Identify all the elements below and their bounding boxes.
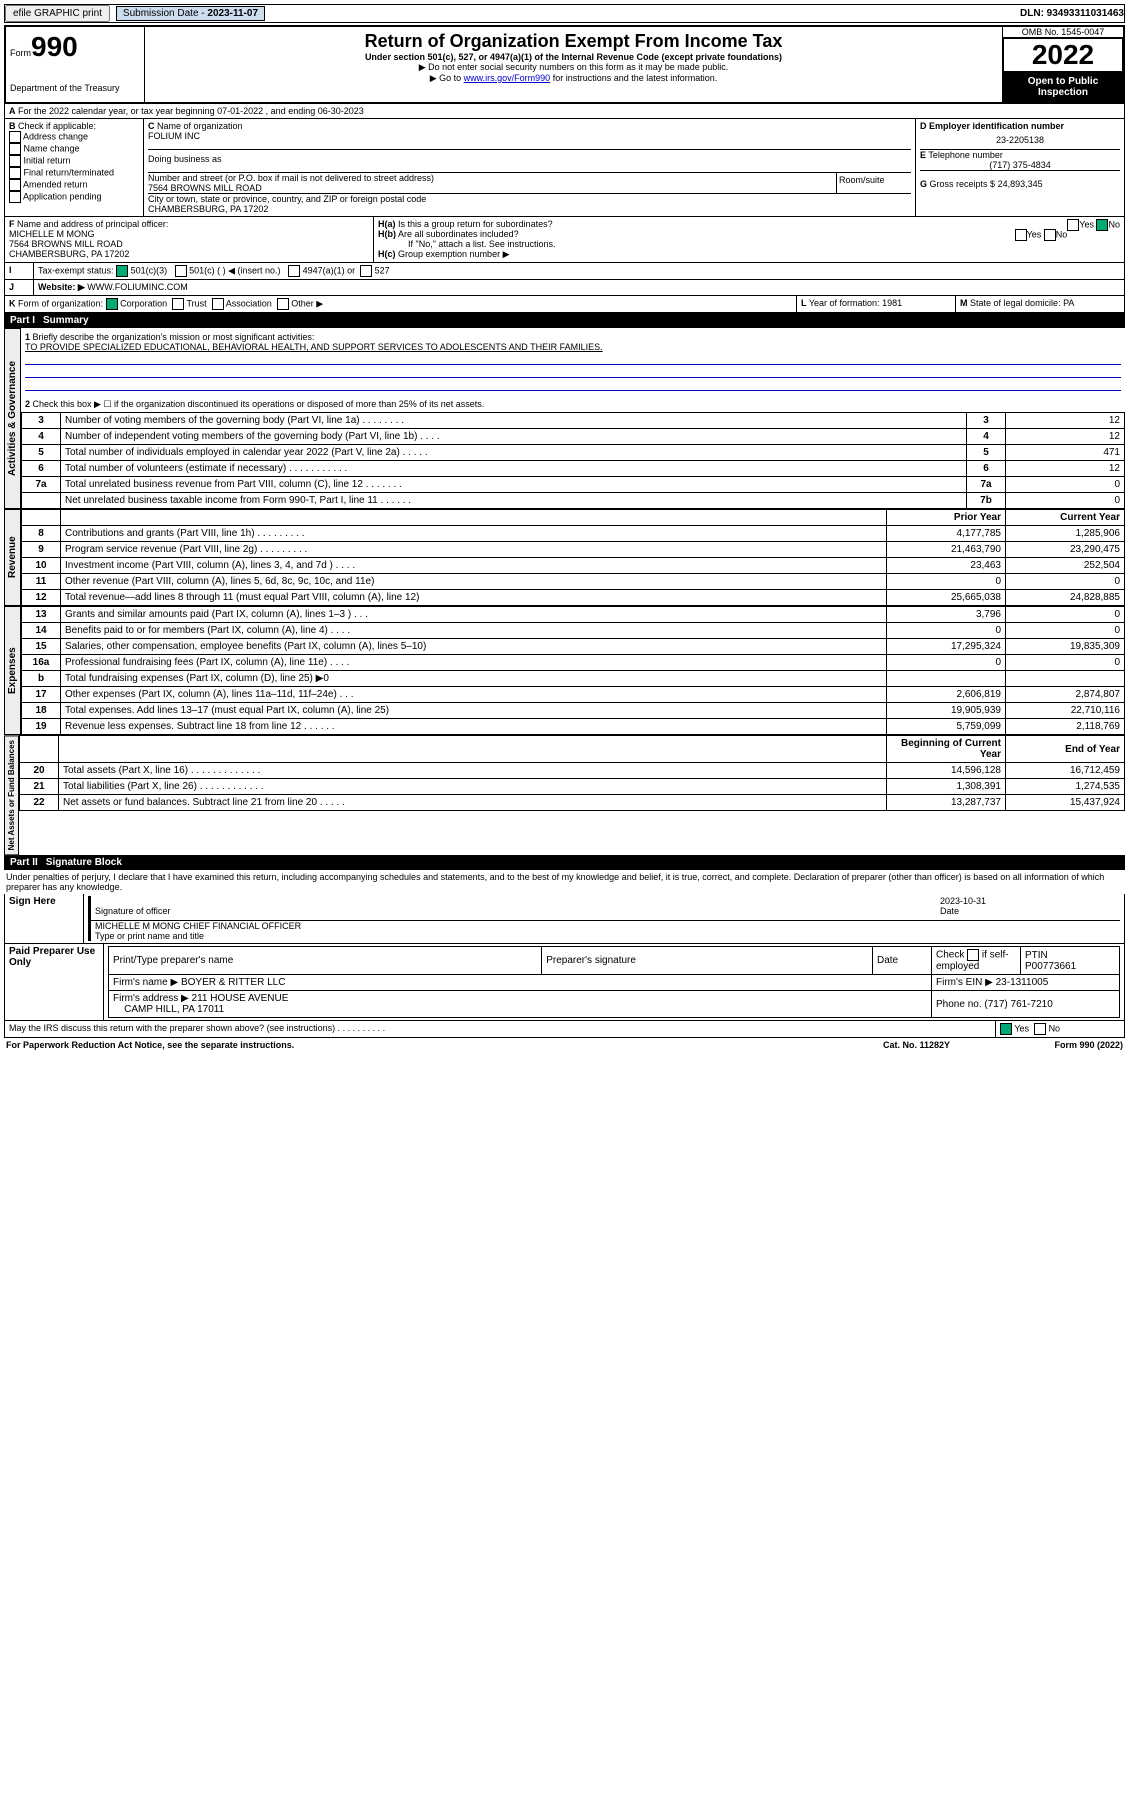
top-bar: efile GRAPHIC print Submission Date - 20… bbox=[4, 4, 1125, 23]
box-f: F Name and address of principal officer:… bbox=[5, 217, 374, 262]
table-row: Net unrelated business taxable income fr… bbox=[22, 493, 1125, 509]
table-row: bTotal fundraising expenses (Part IX, co… bbox=[22, 671, 1125, 687]
form-id: Form990 Department of the Treasury bbox=[6, 27, 145, 102]
table-row: 5Total number of individuals employed in… bbox=[22, 445, 1125, 461]
checkbox-option[interactable]: Amended return bbox=[9, 179, 139, 191]
table-row: 9Program service revenue (Part VIII, lin… bbox=[22, 542, 1125, 558]
table-row: 20Total assets (Part X, line 16) . . . .… bbox=[20, 763, 1125, 779]
box-h: H(a) Is this a group return for subordin… bbox=[374, 217, 1124, 262]
website: Website: ▶ WWW.FOLIUMINC.COM bbox=[34, 280, 1124, 295]
table-row: 15Salaries, other compensation, employee… bbox=[22, 639, 1125, 655]
table-row: 6Total number of volunteers (estimate if… bbox=[22, 461, 1125, 477]
table-row: 7aTotal unrelated business revenue from … bbox=[22, 477, 1125, 493]
box-b: B Check if applicable: Address change Na… bbox=[5, 119, 144, 216]
tab-activities: Activities & Governance bbox=[4, 328, 21, 509]
dln: DLN: 93493311031463 bbox=[1020, 8, 1124, 19]
checkbox-option[interactable]: Address change bbox=[9, 131, 139, 143]
irs-link[interactable]: www.irs.gov/Form990 bbox=[464, 73, 551, 83]
table-row: 14Benefits paid to or for members (Part … bbox=[22, 623, 1125, 639]
box-k: K Form of organization: Corporation Trus… bbox=[5, 296, 797, 312]
cat-no: Cat. No. 11282Y bbox=[883, 1040, 1013, 1050]
checkbox-option[interactable]: Initial return bbox=[9, 155, 139, 167]
box-l: L Year of formation: 1981 bbox=[797, 296, 956, 312]
firm-name: BOYER & RITTER LLC bbox=[181, 977, 285, 988]
mission-text: TO PROVIDE SPECIALIZED EDUCATIONAL, BEHA… bbox=[25, 342, 603, 352]
part1-header: Part ISummary bbox=[4, 313, 1125, 328]
tab-netassets: Net Assets or Fund Balances bbox=[4, 735, 19, 855]
tax-year: 2022 bbox=[1003, 38, 1123, 72]
omb: OMB No. 1545-0047 bbox=[1003, 27, 1123, 38]
sign-here-label: Sign Here bbox=[5, 894, 84, 943]
table-row: 19Revenue less expenses. Subtract line 1… bbox=[22, 719, 1125, 735]
box-m: M State of legal domicile: PA bbox=[956, 296, 1124, 312]
penalty-text: Under penalties of perjury, I declare th… bbox=[4, 870, 1125, 894]
checkbox-option[interactable]: Name change bbox=[9, 143, 139, 155]
pra-notice: For Paperwork Reduction Act Notice, see … bbox=[6, 1040, 883, 1050]
checkbox-option[interactable]: Final return/terminated bbox=[9, 167, 139, 179]
table-row: 16aProfessional fundraising fees (Part I… bbox=[22, 655, 1125, 671]
box-d: D Employer identification number23-22051… bbox=[920, 121, 1120, 149]
box-c: C Name of organization FOLIUM INC Doing … bbox=[144, 119, 916, 216]
table-row: 13Grants and similar amounts paid (Part … bbox=[22, 607, 1125, 623]
table-row: 10Investment income (Part VIII, column (… bbox=[22, 558, 1125, 574]
efile-button[interactable]: efile GRAPHIC print bbox=[5, 5, 110, 22]
table-row: 4Number of independent voting members of… bbox=[22, 429, 1125, 445]
paid-preparer-label: Paid Preparer Use Only bbox=[5, 944, 104, 1020]
checkbox-option[interactable]: Application pending bbox=[9, 191, 139, 203]
table-row: 11Other revenue (Part VIII, column (A), … bbox=[22, 574, 1125, 590]
form-title-block: Return of Organization Exempt From Incom… bbox=[145, 27, 1002, 102]
table-row: 18Total expenses. Add lines 13–17 (must … bbox=[22, 703, 1125, 719]
discuss-question: May the IRS discuss this return with the… bbox=[5, 1021, 996, 1037]
table-row: 12Total revenue—add lines 8 through 11 (… bbox=[22, 590, 1125, 606]
tab-revenue: Revenue bbox=[4, 509, 21, 606]
part2-header: Part IISignature Block bbox=[4, 855, 1125, 870]
table-row: 17Other expenses (Part IX, column (A), l… bbox=[22, 687, 1125, 703]
table-row: 21Total liabilities (Part X, line 26) . … bbox=[20, 779, 1125, 795]
open-inspection: Open to Public Inspection bbox=[1003, 72, 1123, 102]
ptin: P00773661 bbox=[1025, 961, 1076, 972]
table-row: 3Number of voting members of the governi… bbox=[22, 413, 1125, 429]
form-footer: Form 990 (2022) bbox=[1013, 1040, 1123, 1050]
tab-expenses: Expenses bbox=[4, 606, 21, 735]
period-line: A For the 2022 calendar year, or tax yea… bbox=[5, 104, 1124, 118]
submission-date: Submission Date - 2023-11-07 bbox=[116, 6, 265, 21]
box-e: E Telephone number(717) 375-4834 bbox=[920, 149, 1120, 170]
table-row: 22Net assets or fund balances. Subtract … bbox=[20, 795, 1125, 811]
officer-name: MICHELLE M MONG CHIEF FINANCIAL OFFICER bbox=[95, 921, 301, 931]
table-row: 8Contributions and grants (Part VIII, li… bbox=[22, 526, 1125, 542]
tax-exempt-status: Tax-exempt status: 501(c)(3) 501(c) ( ) … bbox=[34, 263, 1124, 279]
box-g: G Gross receipts $ 24,893,345 bbox=[920, 170, 1120, 189]
